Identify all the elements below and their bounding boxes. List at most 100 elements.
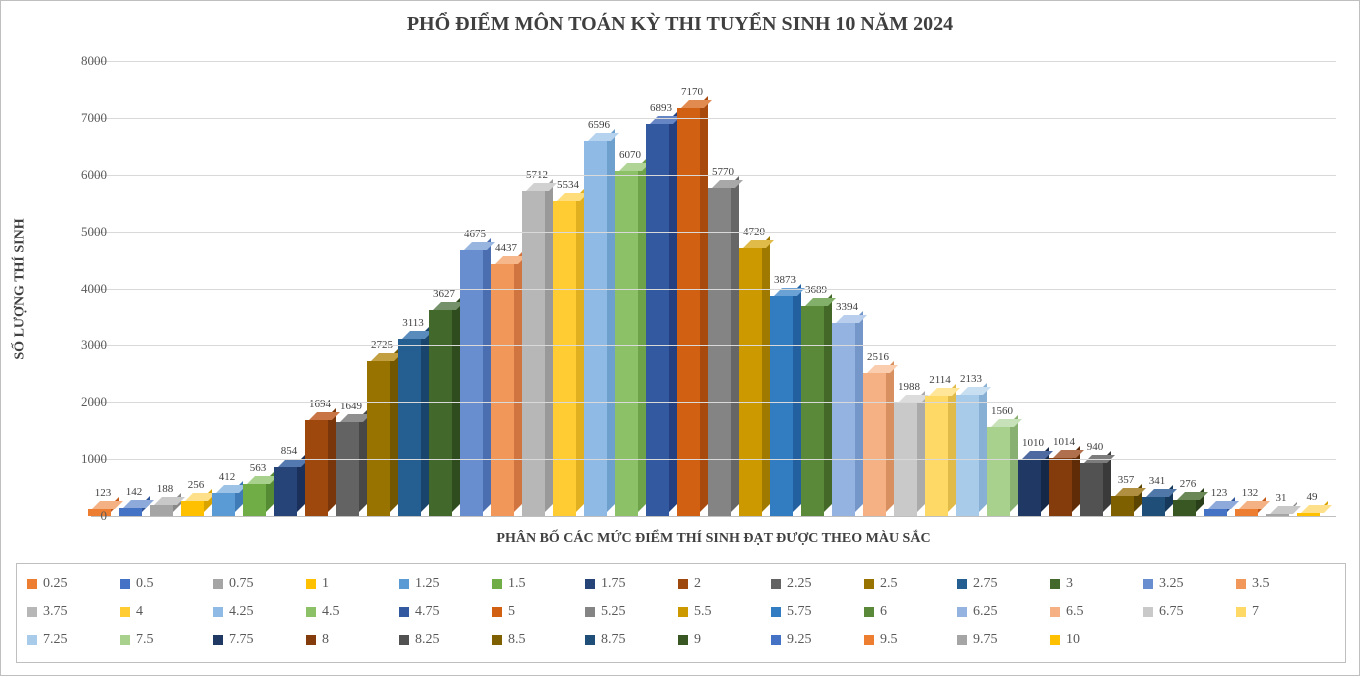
y-tick-label: 5000 — [62, 224, 107, 240]
bar-value-label: 3394 — [836, 301, 858, 313]
legend-item: 3 — [1050, 570, 1143, 598]
bar-front — [1111, 496, 1134, 516]
legend-item: 6 — [864, 598, 957, 626]
bar-value-label: 3113 — [402, 317, 424, 329]
bar-value-label: 1560 — [991, 405, 1013, 417]
bar-front — [1142, 497, 1165, 516]
bar-front — [770, 296, 793, 516]
legend-item: 7 — [1236, 598, 1329, 626]
legend-item: 3.5 — [1236, 570, 1329, 598]
bar-value-label: 2516 — [867, 351, 889, 363]
bar — [925, 396, 948, 516]
bar-front — [305, 420, 328, 516]
bar — [1049, 458, 1072, 516]
bar-value-label: 3689 — [805, 284, 827, 296]
legend-label: 6.25 — [973, 604, 998, 620]
bar — [863, 373, 886, 516]
legend-swatch — [585, 607, 595, 617]
legend-item: 2.5 — [864, 570, 957, 598]
legend-swatch — [1143, 607, 1153, 617]
bar-front — [956, 395, 979, 516]
bar-value-label: 940 — [1087, 441, 1104, 453]
bar-value-label: 188 — [157, 483, 174, 495]
bar — [770, 296, 793, 516]
bar-value-label: 563 — [250, 462, 267, 474]
legend-item: 8.5 — [492, 626, 585, 654]
bar — [1111, 496, 1134, 516]
legend-item: 1.25 — [399, 570, 492, 598]
legend-item: 9.5 — [864, 626, 957, 654]
y-tick-label: 1000 — [62, 451, 107, 467]
bar — [801, 306, 824, 516]
bar — [243, 484, 266, 516]
y-tick-label: 3000 — [62, 337, 107, 353]
y-tick-label: 4000 — [62, 281, 107, 297]
legend-label: 2.5 — [880, 576, 898, 592]
bar — [956, 395, 979, 516]
legend-swatch — [492, 579, 502, 589]
bar-front — [801, 306, 824, 516]
legend-label: 5 — [508, 604, 515, 620]
legend-swatch — [771, 635, 781, 645]
bar — [1173, 500, 1196, 516]
bar-top — [1301, 505, 1332, 513]
legend-item: 2.75 — [957, 570, 1050, 598]
legend-label: 0.75 — [229, 576, 254, 592]
bar — [615, 171, 638, 516]
bar-value-label: 2114 — [929, 374, 951, 386]
bar — [274, 467, 297, 516]
legend-item: 8 — [306, 626, 399, 654]
bar — [336, 422, 359, 516]
legend-swatch — [492, 635, 502, 645]
y-tick-label: 6000 — [62, 167, 107, 183]
gridline — [91, 459, 1336, 460]
legend-item: 3.25 — [1143, 570, 1236, 598]
chart-title: PHỔ ĐIỂM MÔN TOÁN KỲ THI TUYỂN SINH 10 N… — [1, 13, 1359, 36]
bar-front — [1018, 459, 1041, 516]
bar-side — [669, 112, 677, 512]
gridline — [91, 232, 1336, 233]
bar-value-label: 1988 — [898, 381, 920, 393]
bar-value-label: 1694 — [309, 398, 331, 410]
legend-label: 2.25 — [787, 576, 812, 592]
legend-swatch — [120, 607, 130, 617]
bar — [212, 493, 235, 516]
plot-area: 1231421882564125638541694164927253113362… — [91, 61, 1336, 516]
legend-label: 6 — [880, 604, 887, 620]
y-tick-label: 7000 — [62, 110, 107, 126]
legend-swatch — [306, 579, 316, 589]
legend-label: 2 — [694, 576, 701, 592]
bar-front — [863, 373, 886, 516]
bar-side — [700, 96, 708, 512]
legend-swatch — [1050, 607, 1060, 617]
bar-side — [762, 236, 770, 512]
legend-swatch — [771, 579, 781, 589]
legend-swatch — [120, 635, 130, 645]
bar-front — [460, 250, 483, 516]
bar-front — [429, 310, 452, 516]
legend-label: 1.5 — [508, 576, 526, 592]
bar — [646, 124, 669, 516]
legend-item: 5.75 — [771, 598, 864, 626]
legend-label: 6.75 — [1159, 604, 1184, 620]
legend-swatch — [678, 635, 688, 645]
bar-side — [1010, 415, 1018, 512]
legend-swatch — [213, 635, 223, 645]
legend-swatch — [864, 607, 874, 617]
bar-side — [917, 391, 925, 512]
bar-value-label: 3873 — [774, 274, 796, 286]
legend-label: 8 — [322, 632, 329, 648]
bar-front — [243, 484, 266, 516]
legend-label: 10 — [1066, 632, 1080, 648]
bar-side — [855, 311, 863, 512]
legend-swatch — [306, 635, 316, 645]
legend-item: 7.75 — [213, 626, 306, 654]
legend-item: 3.75 — [27, 598, 120, 626]
legend-label: 5.5 — [694, 604, 712, 620]
legend-item: 1 — [306, 570, 399, 598]
legend-label: 1.25 — [415, 576, 440, 592]
legend-label: 8.75 — [601, 632, 626, 648]
bar-value-label: 4437 — [495, 242, 517, 254]
legend-label: 4.5 — [322, 604, 340, 620]
bar-front — [150, 505, 173, 516]
